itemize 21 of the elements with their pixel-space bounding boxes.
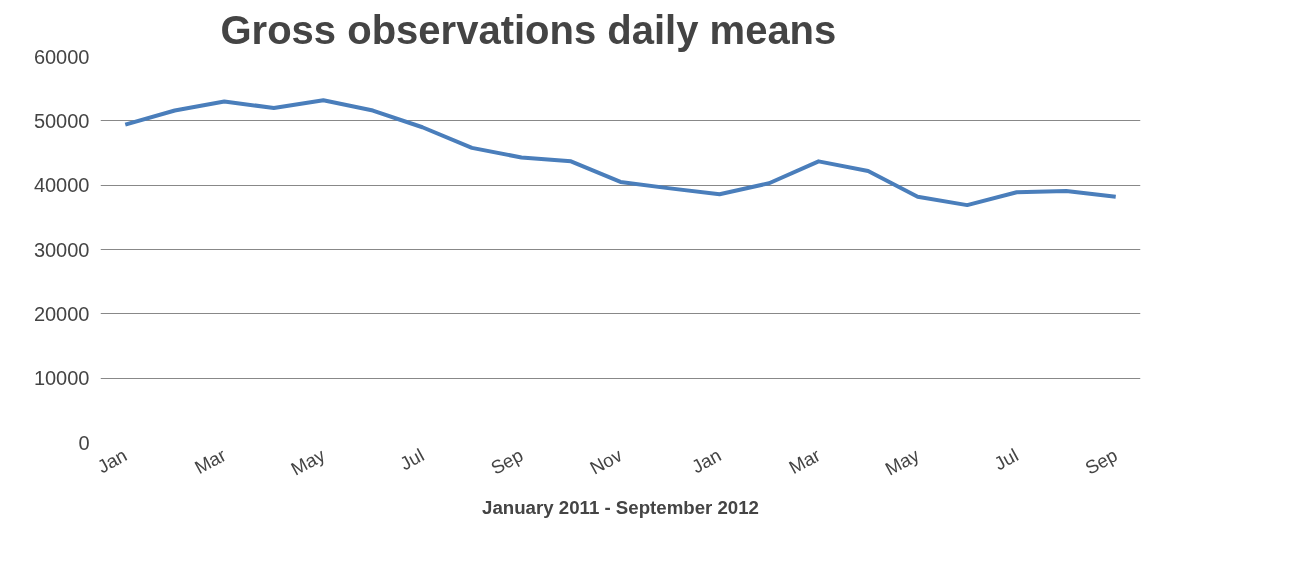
x-tick-label: Jul <box>990 444 1022 475</box>
y-tick-label: 0 <box>78 431 90 454</box>
x-tick-label: Jul <box>396 444 428 475</box>
chart-title: Gross observations daily means <box>220 7 837 52</box>
x-tick-label: Nov <box>586 443 627 479</box>
y-tick-label: 30000 <box>33 238 90 261</box>
y-tick-label: 20000 <box>33 302 90 325</box>
x-tick-label: Sep <box>1081 444 1121 479</box>
y-tick-label: 60000 <box>33 45 90 68</box>
x-tick-label: Mar <box>191 444 230 479</box>
y-tick-label: 50000 <box>33 109 90 132</box>
x-axis-title: January 2011 - September 2012 <box>482 496 759 518</box>
y-tick-label: 40000 <box>33 174 90 197</box>
x-tick-label: Mar <box>785 444 824 479</box>
x-tick-label: Jan <box>688 444 725 478</box>
x-tick-label: May <box>287 443 329 480</box>
x-tick-label: Jan <box>93 444 131 478</box>
y-tick-label: 10000 <box>33 367 90 390</box>
line-series <box>123 98 1118 208</box>
x-tick-label: Sep <box>487 444 527 479</box>
x-tick-label: May <box>881 443 924 480</box>
